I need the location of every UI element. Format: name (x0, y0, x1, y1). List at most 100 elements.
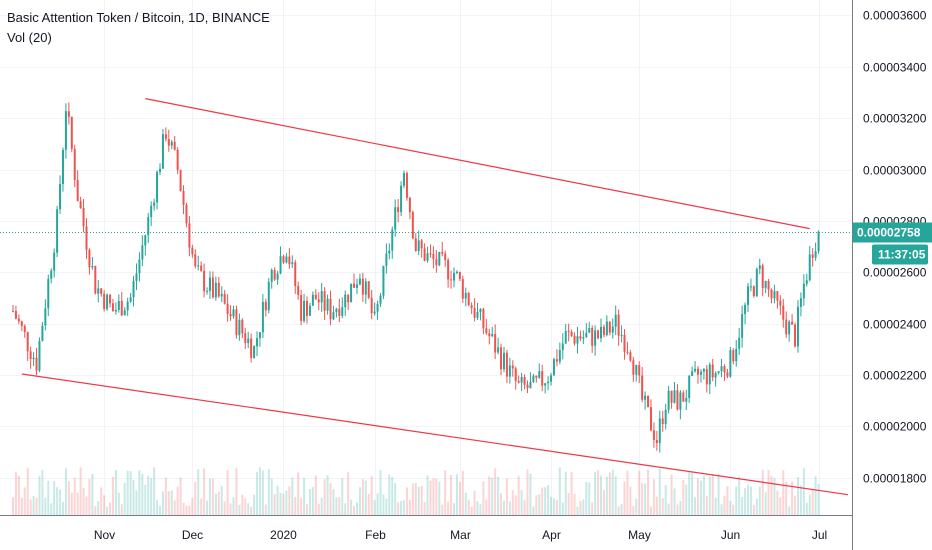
volume-bar (761, 469, 764, 515)
candle-body (14, 311, 17, 319)
candle-body (614, 314, 617, 327)
candle-body (502, 352, 505, 370)
x-tick-label: Feb (365, 528, 386, 542)
volume-bar (473, 490, 476, 515)
volume-bar (97, 501, 100, 515)
volume-bar (288, 486, 291, 515)
candle-body (817, 231, 820, 252)
volume-bar (59, 489, 62, 515)
volume-bar (111, 476, 114, 515)
volume-bar (164, 477, 167, 515)
volume-bar (752, 504, 755, 515)
volume-bar (623, 481, 626, 515)
candle-body (691, 371, 694, 376)
volume-bar (747, 484, 749, 515)
volume-bar (517, 475, 520, 515)
candle-body (591, 327, 594, 346)
volume-indicator-label[interactable]: Vol (20) (7, 30, 52, 45)
volume-bar (12, 497, 14, 515)
candle-body (511, 365, 514, 369)
candle-body (64, 111, 67, 150)
volume-bar (182, 502, 185, 515)
volume-bar (335, 497, 338, 515)
volume-bar (138, 470, 141, 515)
candle-body (403, 173, 406, 186)
volume-bar (123, 482, 126, 515)
candle-body (808, 254, 811, 281)
candle-body (197, 265, 200, 267)
candle-body (270, 269, 273, 282)
volume-bar (611, 469, 614, 515)
volume-bar (605, 476, 608, 515)
candle-body (282, 256, 285, 263)
candle-body (397, 207, 400, 213)
candle-body (67, 111, 70, 117)
volume-bar (726, 486, 729, 515)
lower-channel-line[interactable] (21, 373, 849, 496)
candle-body (764, 280, 767, 289)
y-tick-label: 0.00003000 (863, 164, 927, 178)
candle-body (585, 332, 588, 338)
volume-bar (429, 480, 432, 515)
volume-bar (685, 484, 688, 515)
candle-body (203, 270, 206, 292)
candle-body (117, 300, 120, 310)
volume-bar (414, 482, 417, 515)
candle-body (294, 262, 297, 287)
candle-body (185, 204, 188, 224)
candle-body (802, 283, 805, 299)
candle-body (238, 319, 241, 336)
volume-bar (73, 477, 76, 515)
candle-body (608, 321, 611, 333)
candle-body (550, 375, 553, 382)
candle-body (444, 253, 447, 261)
volume-bar (211, 478, 214, 515)
volume-bar (608, 472, 611, 515)
candle-body (450, 279, 453, 281)
volume-bar (641, 483, 644, 515)
candle-body (350, 283, 353, 303)
candle-body (138, 259, 141, 274)
symbol-title[interactable]: Basic Attention Token / Bitcoin, 1D, BIN… (7, 10, 270, 25)
volume-bar (702, 475, 705, 515)
volume-bar (455, 474, 458, 515)
volume-bar (538, 494, 541, 515)
y-tick-label: 0.00003400 (863, 61, 927, 75)
volume-bar (44, 497, 47, 515)
volume-bar (41, 469, 44, 515)
volume-bar (323, 479, 326, 515)
volume-bar (150, 478, 153, 515)
volume-bar (664, 485, 667, 515)
y-tick-label: 0.00001800 (863, 472, 927, 486)
volume-bar (344, 503, 347, 515)
candle-body (61, 149, 64, 184)
volume-bar (638, 470, 641, 515)
volume-bar (35, 497, 38, 515)
volume-bar (467, 499, 470, 515)
candle-body (17, 318, 20, 322)
candle-body (114, 309, 117, 312)
candle-body (223, 293, 226, 304)
volume-bar (232, 497, 235, 515)
candle-body (355, 284, 358, 288)
candle-body (544, 383, 547, 386)
countdown-label: 11:37:05 (878, 248, 926, 262)
upper-channel-line[interactable] (145, 98, 810, 230)
candle-body (320, 291, 323, 303)
volume-bar (67, 481, 70, 515)
candle-body (647, 395, 650, 408)
volume-bar (173, 500, 176, 515)
candle-body (541, 371, 544, 386)
volume-bar (502, 500, 505, 515)
volume-bar (117, 492, 120, 515)
candle-body (200, 265, 203, 271)
volume-bar (547, 485, 550, 515)
volume-bar (161, 491, 164, 515)
candle-body (91, 266, 94, 268)
volume-bar (694, 497, 697, 515)
candle-body (738, 337, 741, 349)
y-tick-label: 0.00003600 (863, 9, 927, 23)
volume-bar (594, 471, 597, 515)
